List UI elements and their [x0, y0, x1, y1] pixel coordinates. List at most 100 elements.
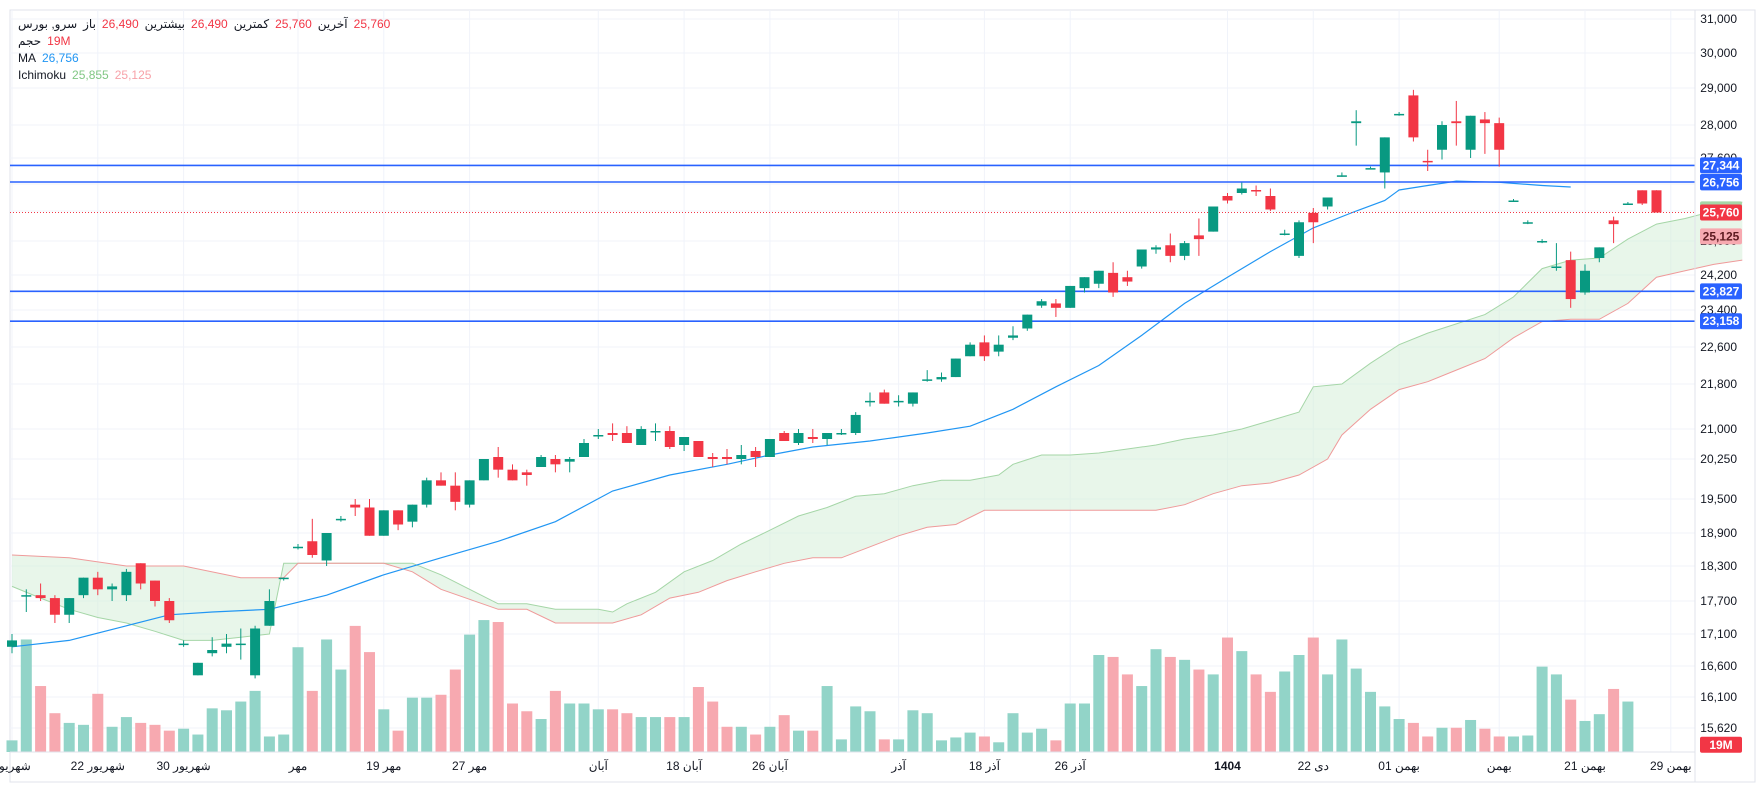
- candle: [822, 433, 833, 445]
- level-price-tag-label: 23,827: [1703, 284, 1740, 298]
- candle-body: [278, 577, 289, 580]
- volume-bar: [1264, 691, 1276, 752]
- time-tick-label: آبان: [589, 758, 609, 773]
- candle: [92, 571, 103, 596]
- volume-bar: [364, 652, 375, 752]
- candle: [579, 439, 589, 457]
- candle: [407, 504, 418, 528]
- candle: [865, 392, 875, 407]
- candle-body: [1251, 190, 1262, 192]
- volume-bar: [406, 697, 418, 752]
- candle: [150, 580, 160, 607]
- legend-symbol[interactable]: سرو, بورس: [18, 17, 78, 31]
- legend-ma-label[interactable]: MA: [18, 51, 36, 65]
- legend-open-value: 26,490: [101, 17, 139, 31]
- volume-bar: [936, 740, 947, 752]
- candle: [1322, 197, 1333, 210]
- candle-body: [1108, 272, 1119, 293]
- volume-bar: [335, 669, 347, 752]
- candle: [621, 426, 632, 443]
- candle: [49, 595, 60, 623]
- candle-body: [1179, 243, 1190, 256]
- volume-bar: [1250, 674, 1262, 752]
- volume-bar: [421, 697, 433, 752]
- volume-bar: [664, 717, 676, 752]
- candle-body: [950, 358, 961, 378]
- candle: [1336, 172, 1347, 177]
- legend-volume-label[interactable]: حجم: [18, 34, 42, 48]
- volume-bar: [592, 709, 604, 752]
- volume-bar: [492, 622, 504, 752]
- level-price-tag: 23,827: [1700, 283, 1742, 300]
- price-tick-label: 16,100: [1700, 690, 1737, 704]
- volume-bar: [6, 740, 18, 752]
- time-tick-label: شهریور: [0, 759, 31, 773]
- volume-bar: [921, 713, 933, 752]
- legend-ichimoku-span-b: 25,125: [114, 68, 152, 82]
- ichimoku-cloud-fill: [12, 202, 1743, 641]
- volume-bar: [1064, 703, 1076, 752]
- candle: [1608, 216, 1619, 244]
- price-tick-label: 21,000: [1700, 422, 1737, 436]
- candle-body: [664, 431, 675, 447]
- candle: [164, 598, 175, 623]
- candle: [1222, 193, 1233, 204]
- volume-bar: [378, 709, 390, 752]
- candle-body: [1308, 212, 1319, 223]
- candle-body: [35, 595, 46, 599]
- candle: [1008, 326, 1018, 341]
- time-tick-label: 26 آذر: [1055, 758, 1087, 773]
- volume-bar: [835, 739, 847, 752]
- volume-bar: [206, 708, 218, 752]
- volume-bar: [1536, 666, 1548, 752]
- candle: [436, 472, 446, 486]
- volume-bar: [78, 724, 89, 752]
- volume-bar: [735, 726, 747, 752]
- candle-body: [679, 437, 690, 445]
- candle: [1165, 233, 1176, 263]
- volume-bar: [549, 690, 561, 752]
- candle-body: [350, 504, 361, 508]
- candle: [722, 449, 732, 465]
- candle: [636, 426, 647, 445]
- candle-body: [1294, 222, 1304, 256]
- candle-body: [64, 598, 75, 615]
- candle-body: [1508, 200, 1519, 202]
- candle: [264, 589, 275, 626]
- candle-body: [1608, 220, 1619, 225]
- price-tick-label: 17,700: [1700, 594, 1737, 608]
- candle-body: [764, 439, 775, 457]
- volume-bar: [1393, 719, 1405, 752]
- candle-body: [1065, 285, 1076, 308]
- candle-body: [235, 643, 246, 646]
- candle: [650, 423, 661, 441]
- candle: [1079, 277, 1090, 293]
- candle-body: [907, 392, 918, 404]
- price-tick-label: 19,500: [1700, 492, 1737, 506]
- legend-ichimoku-label[interactable]: Ichimoku: [18, 68, 67, 82]
- candle-body: [1594, 247, 1605, 258]
- price-tick-label: 17,100: [1700, 627, 1737, 641]
- candle-body: [1193, 235, 1204, 240]
- candle-body: [7, 640, 17, 647]
- volume-bars: [6, 620, 1634, 752]
- volume-bar: [1121, 674, 1133, 752]
- time-tick-label: 18 آبان: [666, 758, 702, 773]
- time-tick-label: 18 آذر: [969, 758, 1001, 773]
- candle: [450, 472, 461, 511]
- volume-bar: [621, 713, 633, 752]
- volume-bar: [1608, 688, 1620, 752]
- candle: [1637, 190, 1648, 205]
- candle: [35, 583, 46, 601]
- ma-line: [11, 180, 1571, 648]
- candle: [1379, 137, 1390, 189]
- candle-body: [1479, 119, 1490, 124]
- time-tick-label: 19 مهر: [366, 759, 401, 773]
- candle: [907, 392, 918, 407]
- candle-body: [264, 601, 275, 626]
- candle: [965, 342, 976, 357]
- candle-body: [1522, 222, 1533, 224]
- candle: [64, 598, 75, 623]
- candle-body: [722, 457, 732, 459]
